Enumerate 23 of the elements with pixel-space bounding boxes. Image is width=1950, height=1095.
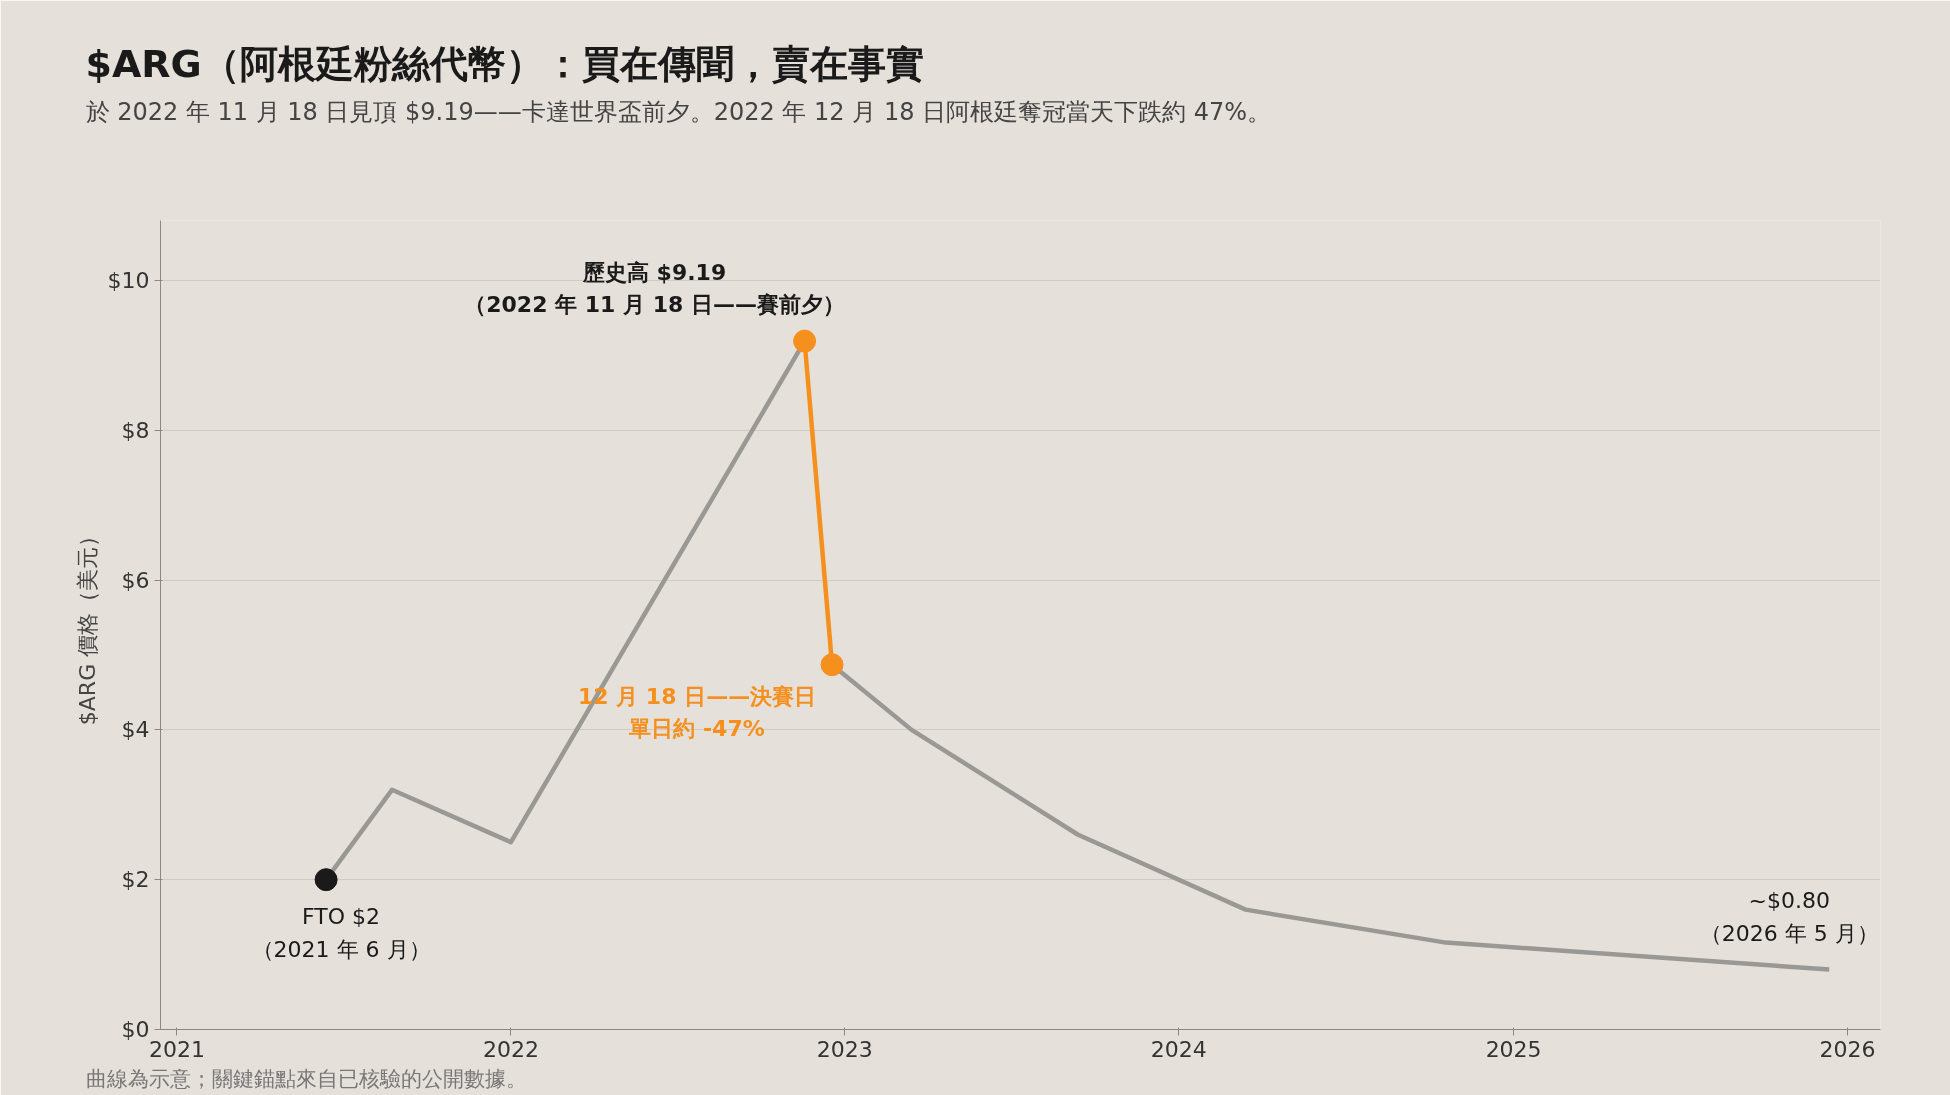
y-tick-label: $2 [121, 867, 150, 893]
x-tick-label: 2021 [148, 1036, 205, 1062]
annotation: 歷史高 $9.19 （2022 年 11 月 18 日——賽前夕） [464, 259, 845, 318]
y-tick-label: $0 [121, 1017, 150, 1042]
text: 曲線為示意；關鍵錨點來自已核驗的公開數據。 [85, 1066, 527, 1091]
y-axis-title: $ARG 價格（美元） [74, 524, 100, 726]
point [793, 329, 817, 353]
x-tick-label: 2023 [816, 1036, 873, 1062]
annotation: 12 月 18 日——決賽日單日約 -47% [577, 683, 817, 742]
annotation: ~$0.80 （2026 年 5 月） [1699, 888, 1879, 946]
chart-subtitle: 於 2022 年 11 月 18 日見頂 $9.19——卡達世界盃前夕。2022 年 12 月 18 日阿根廷奪冠當天下跌約 47%。 [85, 97, 1272, 126]
y-tick-label: $6 [121, 567, 150, 593]
y-tick-label: $4 [121, 717, 150, 743]
x-tick-label: 2025 [1485, 1036, 1542, 1062]
x-tick-label: 2022 [482, 1036, 539, 1062]
annotation: FTO $2 （2021 年 6 月） [251, 904, 431, 962]
x-tick-label: 2026 [1819, 1036, 1876, 1062]
chart-title: $ARG（阿根廷粉絲代幣）：買在傳聞，賣在事實 [85, 41, 924, 86]
y-tick-label: $8 [121, 417, 150, 443]
y-tick-label: $10 [107, 267, 150, 293]
x-tick-label: 2024 [1150, 1036, 1207, 1062]
point [820, 653, 844, 677]
point [314, 868, 338, 892]
